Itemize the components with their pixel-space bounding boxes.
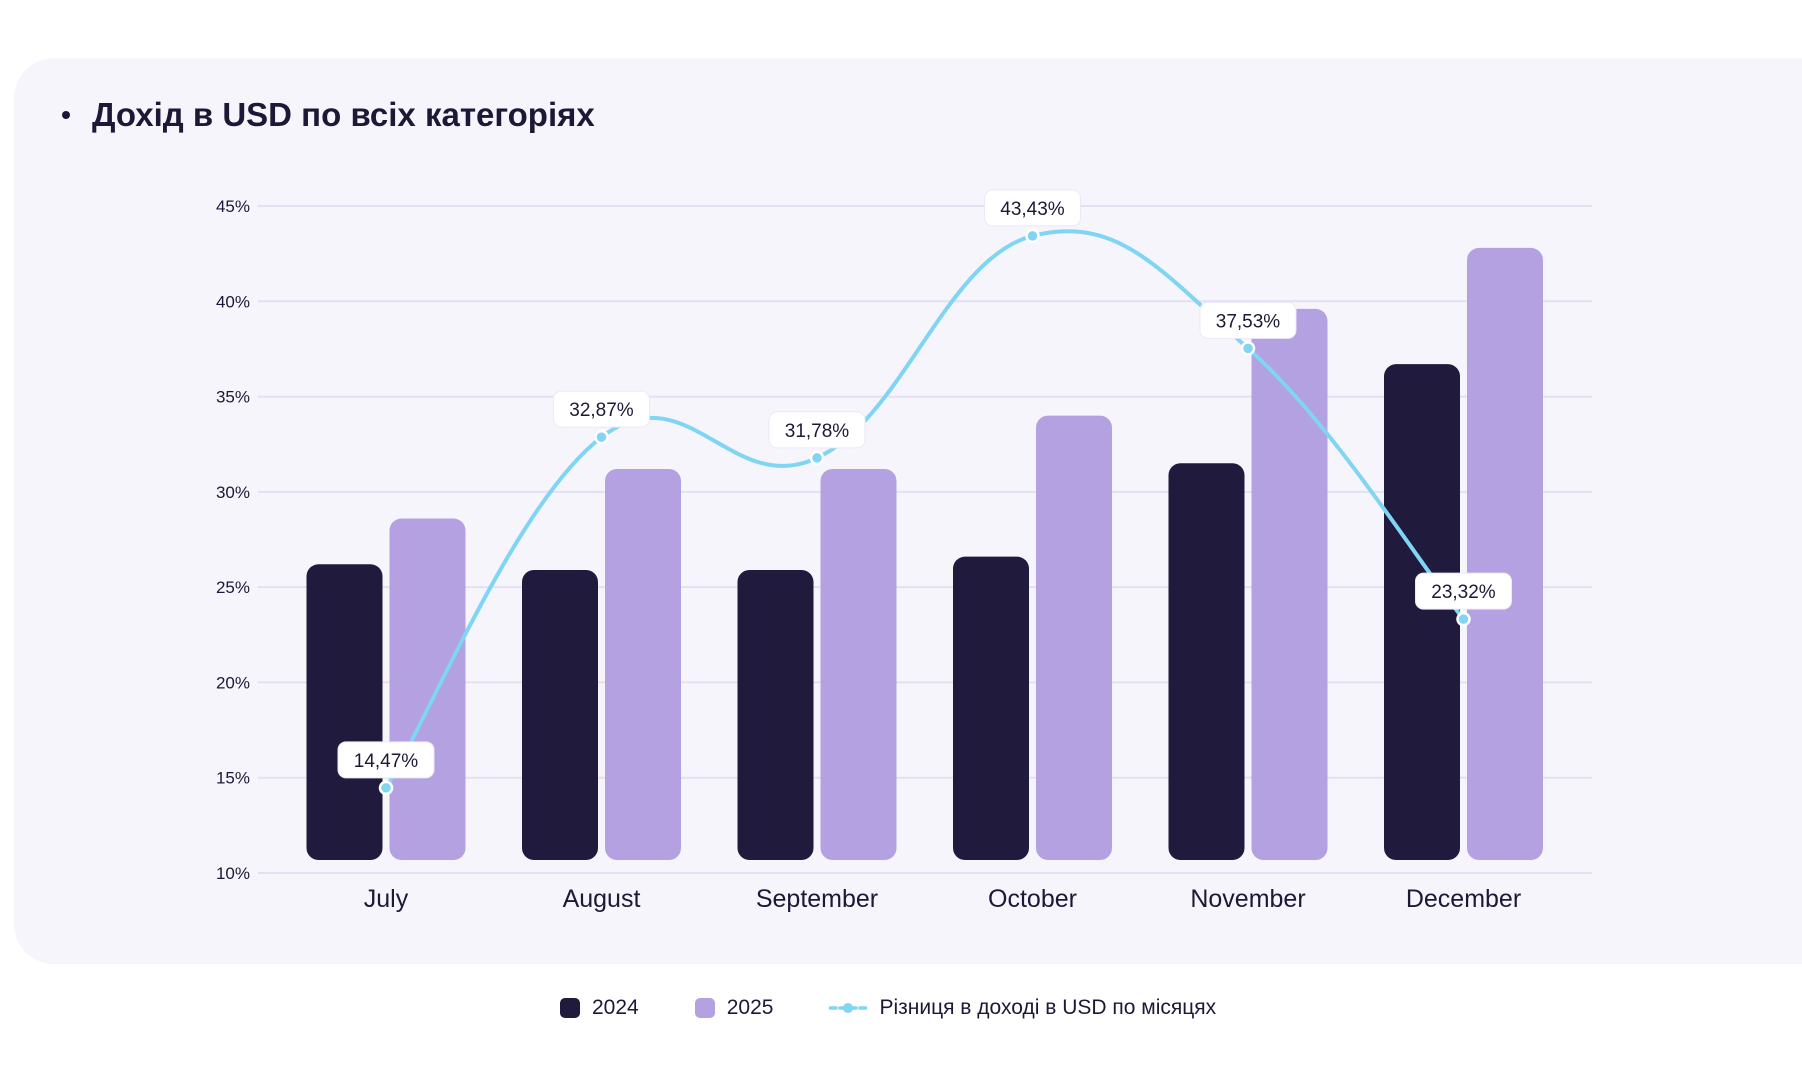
x-tick-label: August bbox=[563, 885, 641, 913]
x-tick-label: October bbox=[988, 885, 1077, 913]
data-label: 37,53% bbox=[1216, 311, 1281, 332]
data-label: 14,47% bbox=[354, 751, 419, 772]
bar-2024[interactable] bbox=[737, 569, 814, 860]
data-label-box bbox=[1199, 301, 1297, 339]
y-tick-label: 25% bbox=[216, 578, 250, 597]
y-tick-label: 30% bbox=[216, 483, 250, 502]
bar-layer: July August September October November Decemb… bbox=[306, 247, 1543, 913]
legend-item-2024[interactable]: 2024 bbox=[560, 996, 639, 1020]
difference-line bbox=[384, 229, 1466, 790]
label-layer: 14,47% 32,87% 31,78% 43,43% 37,53% 23,32% bbox=[337, 189, 1512, 796]
title-bullet-icon bbox=[62, 111, 70, 119]
data-label: 23,32% bbox=[1431, 582, 1496, 603]
legend-item-2025[interactable]: 2025 bbox=[694, 996, 774, 1020]
bar-2024[interactable] bbox=[306, 564, 383, 860]
data-label-box bbox=[984, 189, 1081, 227]
y-tick-label: 10% bbox=[216, 864, 250, 883]
legend-item-difference[interactable]: Різниця в доході в USD по місяцях bbox=[829, 996, 1216, 1020]
bar-2025[interactable] bbox=[605, 468, 681, 860]
bar-2024[interactable] bbox=[1168, 463, 1245, 860]
data-label-box bbox=[1415, 572, 1512, 610]
grid-layer: 10% 15% 20% 25% 30% 35% 40% 45% bbox=[216, 197, 1592, 883]
x-tick-label: November bbox=[1190, 885, 1305, 913]
y-tick-label: 35% bbox=[216, 388, 250, 407]
legend-label-2024: 2024 bbox=[592, 996, 639, 1019]
x-tick-label: December bbox=[1406, 885, 1521, 913]
chart-title: Дохід в USD по всіх категоріях bbox=[92, 96, 595, 133]
difference-point[interactable] bbox=[378, 780, 394, 796]
bar-2024[interactable] bbox=[953, 556, 1029, 860]
difference-point[interactable] bbox=[1240, 341, 1256, 356]
bar-2025[interactable] bbox=[389, 518, 466, 860]
x-tick-label: July bbox=[364, 885, 409, 913]
legend-swatch-2024 bbox=[560, 998, 580, 1018]
data-label: 32,87% bbox=[569, 400, 634, 421]
difference-point[interactable] bbox=[594, 429, 609, 445]
bar-2024[interactable] bbox=[522, 569, 598, 860]
difference-point[interactable] bbox=[1025, 228, 1040, 244]
bar-2025[interactable] bbox=[820, 468, 897, 860]
y-tick-label: 45% bbox=[216, 197, 250, 216]
data-label: 31,78% bbox=[785, 421, 850, 442]
legend: 2024 2025 Різниця в доході в USD по міся… bbox=[560, 996, 1272, 1020]
line-layer bbox=[384, 229, 1466, 790]
legend-label-2025: 2025 bbox=[726, 996, 774, 1019]
y-tick-label: 15% bbox=[216, 769, 250, 788]
legend-line-swatch-icon bbox=[829, 1003, 868, 1013]
y-tick-label: 20% bbox=[216, 673, 250, 692]
x-tick-label: September bbox=[756, 885, 878, 913]
data-label-box bbox=[768, 411, 866, 449]
legend-swatch-2025 bbox=[694, 998, 715, 1018]
data-label-box bbox=[553, 390, 650, 428]
legend-label-difference: Різниця в доході в USD по місяцях bbox=[879, 996, 1217, 1019]
bar-2025[interactable] bbox=[1036, 415, 1112, 860]
data-label: 43,43% bbox=[1000, 199, 1065, 220]
difference-point[interactable] bbox=[1456, 611, 1471, 627]
bar-2024[interactable] bbox=[1384, 364, 1460, 860]
data-label-box bbox=[337, 741, 435, 779]
bar-2025[interactable] bbox=[1467, 247, 1543, 860]
y-tick-label: 40% bbox=[216, 292, 250, 311]
bar-2025[interactable] bbox=[1251, 308, 1328, 860]
difference-point[interactable] bbox=[809, 450, 825, 466]
chart-title-row: Дохід в USD по всіх категоріях bbox=[62, 96, 595, 134]
